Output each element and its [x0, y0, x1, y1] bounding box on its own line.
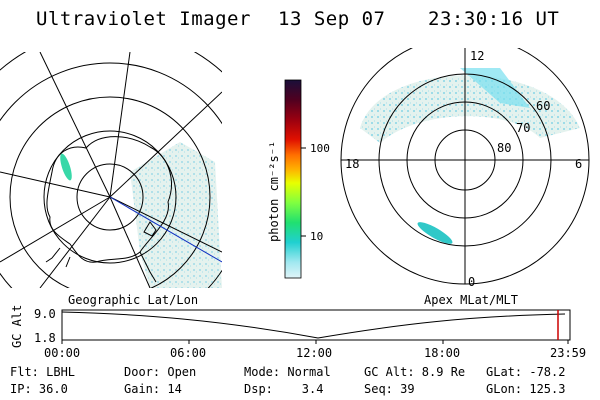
gc-alt-field: GC Alt: 8.9 Re — [364, 365, 466, 379]
altitude-timeline: GC Alt 9.0 1.8 — [10, 305, 571, 348]
glon-field: GLon: 125.3 — [486, 382, 566, 396]
lat-label-80: 80 — [497, 141, 511, 155]
ip-field: IP: 36.0 — [10, 382, 68, 396]
timeline-xtick-2: 12:00 — [296, 346, 333, 360]
colorbar-tick-10: 10 — [310, 230, 323, 243]
dsp-field: Dsp: 3.4 — [244, 382, 324, 396]
timeline-axis-label: GC Alt — [10, 305, 24, 348]
timeline-ytick-top: 9.0 — [34, 307, 56, 321]
timeline-xtick-1: 06:00 — [170, 346, 207, 360]
colorbar-unit-label: photon cm⁻²s⁻¹ — [267, 141, 281, 242]
gain-field: Gain: 14 — [124, 382, 182, 396]
mode-field: Mode: Normal — [244, 365, 331, 379]
geographic-map — [0, 52, 222, 288]
seq-field: Seq: 39 — [364, 382, 415, 396]
aurora-glow-region — [130, 142, 222, 288]
aurora-spot — [60, 153, 72, 181]
timeline-ytick-bottom: 1.8 — [34, 331, 56, 345]
polar-aurora-arc — [417, 222, 453, 244]
date-label: 13 Sep 07 — [278, 8, 386, 30]
mlt-label-0: 0 — [468, 275, 475, 288]
continent-outline — [45, 136, 172, 283]
altitude-curve — [61, 311, 566, 339]
mlt-label-6: 6 — [575, 157, 582, 171]
left-map-caption: Geographic Lat/Lon — [68, 293, 199, 307]
timeline-xtick-4: 23:59 — [550, 346, 587, 360]
instrument-title: Ultraviolet Imager — [36, 8, 251, 30]
mlt-label-18: 18 — [345, 157, 359, 171]
polar-glow-region — [360, 75, 580, 143]
right-map-caption: Apex MLat/MLT — [424, 293, 518, 307]
orbit-track — [109, 196, 222, 263]
colorbar-tick-100: 100 — [310, 142, 330, 155]
lat-label-70: 70 — [516, 121, 530, 135]
timeline-xtick-3: 18:00 — [424, 346, 461, 360]
filter-field: Flt: LBHL — [10, 365, 76, 379]
door-field: Door: Open — [124, 365, 197, 379]
glat-field: GLat: -78.2 — [486, 365, 566, 379]
magnetic-polar-plot: 12 18 6 0 60 70 80 — [340, 48, 590, 288]
timeline-xtick-0: 00:00 — [44, 346, 81, 360]
time-label: 23:30:16 UT — [428, 8, 560, 30]
mlt-label-12: 12 — [470, 49, 484, 63]
colorbar: 100 10 photon cm⁻²s⁻¹ — [267, 79, 330, 279]
lat-label-60: 60 — [536, 99, 550, 113]
